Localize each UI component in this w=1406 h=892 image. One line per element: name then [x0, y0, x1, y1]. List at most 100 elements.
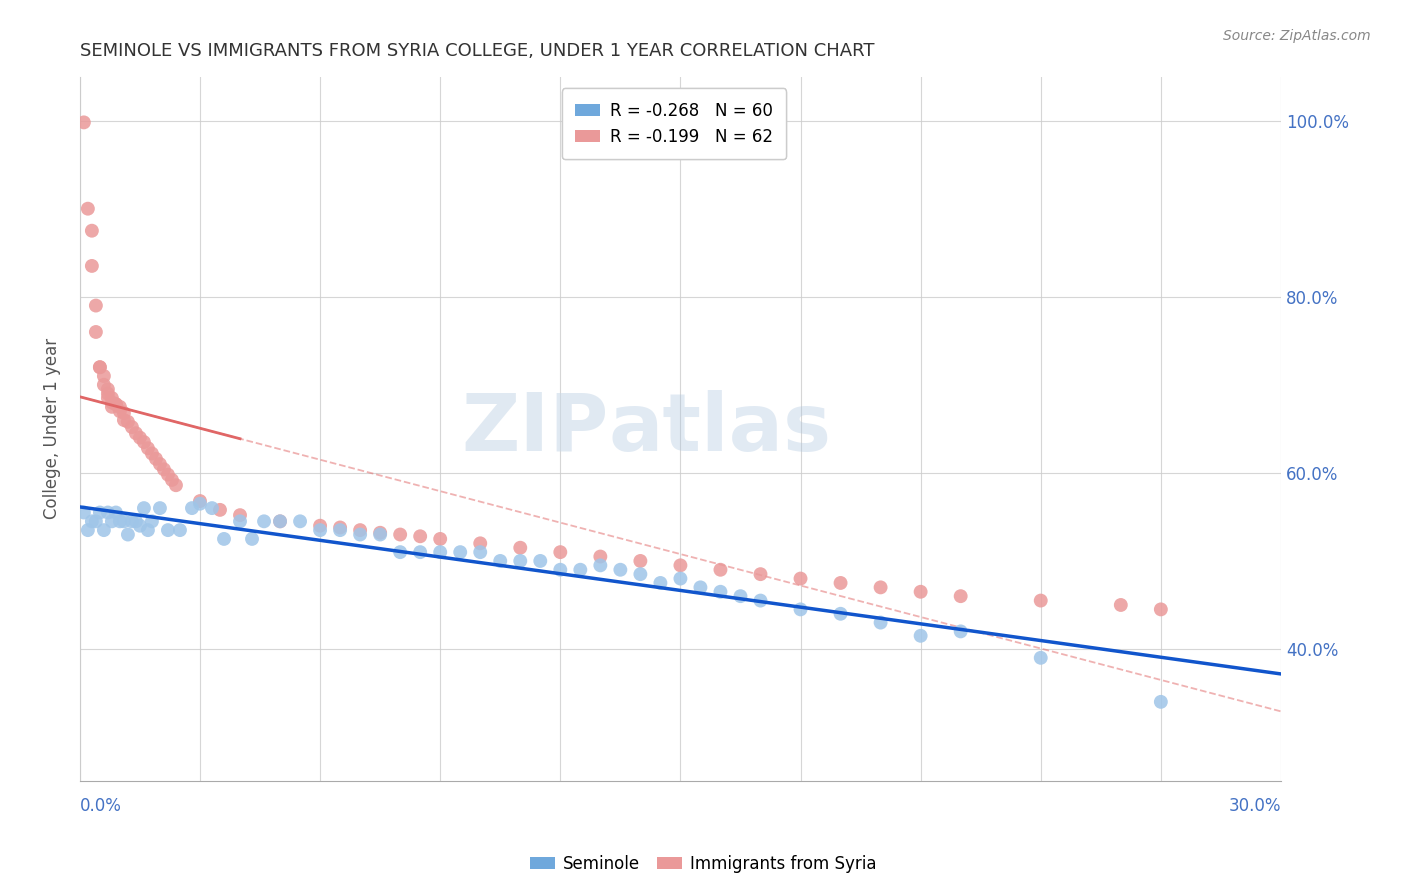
- Text: 30.0%: 30.0%: [1229, 797, 1281, 815]
- Point: [368, 525, 391, 540]
- Point: [77, 202, 100, 216]
- Point: [73, 506, 96, 520]
- Point: [112, 413, 135, 427]
- Point: [136, 523, 159, 537]
- Point: [121, 514, 143, 528]
- Point: [269, 514, 291, 528]
- Point: [80, 224, 103, 238]
- Point: [149, 457, 172, 471]
- Point: [910, 629, 932, 643]
- Point: [169, 523, 191, 537]
- Point: [789, 572, 811, 586]
- Point: [136, 441, 159, 455]
- Point: [489, 554, 512, 568]
- Point: [125, 514, 148, 528]
- Point: [89, 506, 111, 520]
- Point: [589, 558, 612, 573]
- Point: [1029, 593, 1052, 607]
- Legend: R = -0.268   N = 60, R = -0.199   N = 62: R = -0.268 N = 60, R = -0.199 N = 62: [561, 88, 786, 160]
- Point: [73, 115, 96, 129]
- Point: [93, 377, 115, 392]
- Point: [269, 514, 291, 528]
- Point: [80, 514, 103, 528]
- Point: [141, 514, 163, 528]
- Point: [188, 497, 211, 511]
- Point: [212, 532, 235, 546]
- Point: [97, 386, 120, 401]
- Point: [409, 529, 432, 543]
- Point: [910, 584, 932, 599]
- Point: [165, 478, 187, 492]
- Point: [1029, 650, 1052, 665]
- Point: [509, 554, 531, 568]
- Point: [709, 563, 731, 577]
- Point: [141, 446, 163, 460]
- Point: [789, 602, 811, 616]
- Point: [589, 549, 612, 564]
- Point: [1109, 598, 1132, 612]
- Point: [108, 404, 131, 418]
- Point: [550, 563, 572, 577]
- Point: [669, 572, 692, 586]
- Point: [329, 523, 352, 537]
- Point: [409, 545, 432, 559]
- Point: [117, 415, 139, 429]
- Point: [689, 580, 711, 594]
- Point: [101, 395, 124, 409]
- Point: [389, 527, 412, 541]
- Text: ZIP: ZIP: [461, 390, 609, 467]
- Point: [181, 501, 204, 516]
- Point: [1150, 695, 1173, 709]
- Point: [104, 397, 127, 411]
- Point: [749, 567, 772, 582]
- Point: [628, 567, 651, 582]
- Point: [77, 523, 100, 537]
- Point: [869, 615, 891, 630]
- Point: [129, 431, 152, 445]
- Point: [129, 518, 152, 533]
- Point: [132, 435, 155, 450]
- Point: [125, 426, 148, 441]
- Point: [132, 501, 155, 516]
- Point: [80, 259, 103, 273]
- Point: [949, 589, 972, 603]
- Point: [101, 514, 124, 528]
- Point: [112, 406, 135, 420]
- Point: [730, 589, 752, 603]
- Point: [389, 545, 412, 559]
- Point: [529, 554, 551, 568]
- Point: [156, 523, 179, 537]
- Point: [709, 584, 731, 599]
- Point: [201, 501, 224, 516]
- Point: [628, 554, 651, 568]
- Point: [550, 545, 572, 559]
- Point: [160, 473, 183, 487]
- Point: [108, 400, 131, 414]
- Point: [229, 508, 252, 523]
- Point: [84, 299, 107, 313]
- Point: [349, 523, 371, 537]
- Point: [240, 532, 263, 546]
- Point: [208, 503, 231, 517]
- Point: [145, 451, 167, 466]
- Point: [104, 506, 127, 520]
- Point: [97, 506, 120, 520]
- Point: [93, 369, 115, 384]
- Point: [609, 563, 631, 577]
- Point: [650, 576, 672, 591]
- Point: [309, 523, 332, 537]
- Point: [104, 397, 127, 411]
- Point: [121, 420, 143, 434]
- Point: [449, 545, 471, 559]
- Point: [149, 501, 172, 516]
- Point: [101, 400, 124, 414]
- Point: [84, 325, 107, 339]
- Text: SEMINOLE VS IMMIGRANTS FROM SYRIA COLLEGE, UNDER 1 YEAR CORRELATION CHART: SEMINOLE VS IMMIGRANTS FROM SYRIA COLLEG…: [80, 42, 875, 60]
- Point: [470, 545, 492, 559]
- Point: [188, 494, 211, 508]
- Text: Source: ZipAtlas.com: Source: ZipAtlas.com: [1223, 29, 1371, 43]
- Text: atlas: atlas: [609, 390, 831, 467]
- Point: [429, 545, 451, 559]
- Point: [509, 541, 531, 555]
- Y-axis label: College, Under 1 year: College, Under 1 year: [44, 338, 60, 519]
